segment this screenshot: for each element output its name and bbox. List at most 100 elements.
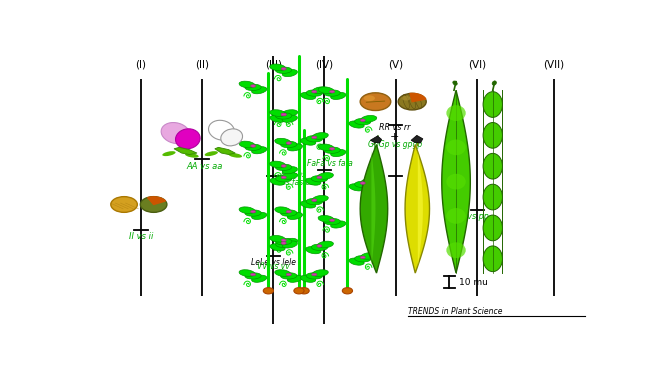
Ellipse shape bbox=[140, 197, 167, 212]
Ellipse shape bbox=[270, 244, 285, 251]
Polygon shape bbox=[360, 144, 388, 273]
Ellipse shape bbox=[361, 253, 377, 259]
Text: PP vs pp: PP vs pp bbox=[455, 213, 490, 221]
Text: vs fasfas: vs fasfas bbox=[281, 178, 315, 187]
Ellipse shape bbox=[270, 161, 286, 168]
Polygon shape bbox=[371, 150, 376, 267]
Ellipse shape bbox=[301, 92, 316, 99]
Ellipse shape bbox=[288, 212, 303, 220]
Text: FaFa vs fafa: FaFa vs fafa bbox=[307, 159, 353, 168]
Ellipse shape bbox=[282, 115, 297, 122]
Text: (IV): (IV) bbox=[315, 59, 334, 69]
Ellipse shape bbox=[483, 184, 503, 210]
Ellipse shape bbox=[221, 129, 243, 146]
Ellipse shape bbox=[313, 132, 328, 139]
Ellipse shape bbox=[282, 110, 297, 116]
Ellipse shape bbox=[276, 67, 292, 73]
Ellipse shape bbox=[306, 247, 321, 254]
Ellipse shape bbox=[312, 273, 317, 276]
Ellipse shape bbox=[281, 242, 286, 244]
Ellipse shape bbox=[251, 210, 255, 213]
Text: (VI): (VI) bbox=[468, 59, 486, 69]
Ellipse shape bbox=[281, 176, 286, 179]
Ellipse shape bbox=[245, 273, 261, 279]
Ellipse shape bbox=[282, 167, 297, 174]
Ellipse shape bbox=[349, 184, 365, 191]
Ellipse shape bbox=[239, 81, 255, 88]
Ellipse shape bbox=[330, 221, 346, 228]
Ellipse shape bbox=[270, 236, 286, 242]
Ellipse shape bbox=[301, 138, 316, 145]
Ellipse shape bbox=[306, 90, 322, 96]
Ellipse shape bbox=[324, 219, 340, 225]
Ellipse shape bbox=[318, 144, 334, 151]
Ellipse shape bbox=[281, 113, 286, 116]
Ellipse shape bbox=[270, 115, 285, 122]
Polygon shape bbox=[411, 135, 423, 143]
Ellipse shape bbox=[282, 238, 297, 245]
Ellipse shape bbox=[483, 122, 503, 148]
Polygon shape bbox=[410, 93, 426, 102]
Ellipse shape bbox=[280, 273, 297, 279]
Text: (VII): (VII) bbox=[544, 59, 565, 69]
Ellipse shape bbox=[275, 270, 291, 276]
Ellipse shape bbox=[294, 288, 304, 294]
Text: FasFas: FasFas bbox=[281, 170, 307, 179]
Ellipse shape bbox=[111, 197, 138, 212]
Ellipse shape bbox=[251, 273, 255, 276]
Ellipse shape bbox=[324, 147, 340, 153]
Ellipse shape bbox=[228, 153, 242, 158]
Ellipse shape bbox=[276, 113, 292, 119]
Ellipse shape bbox=[446, 139, 466, 155]
Ellipse shape bbox=[317, 244, 322, 247]
Ellipse shape bbox=[446, 105, 466, 121]
Ellipse shape bbox=[312, 136, 317, 139]
Ellipse shape bbox=[330, 150, 346, 157]
Ellipse shape bbox=[270, 178, 285, 185]
Ellipse shape bbox=[360, 93, 391, 111]
Ellipse shape bbox=[288, 275, 303, 282]
Ellipse shape bbox=[161, 122, 190, 144]
Ellipse shape bbox=[281, 68, 286, 70]
Ellipse shape bbox=[318, 87, 334, 93]
Ellipse shape bbox=[245, 210, 261, 216]
Ellipse shape bbox=[280, 210, 297, 216]
Polygon shape bbox=[418, 150, 423, 267]
Ellipse shape bbox=[276, 241, 292, 248]
Ellipse shape bbox=[349, 121, 365, 128]
Ellipse shape bbox=[360, 182, 365, 184]
Ellipse shape bbox=[342, 288, 353, 294]
Text: (II): (II) bbox=[195, 59, 209, 69]
Ellipse shape bbox=[280, 141, 297, 148]
Ellipse shape bbox=[398, 93, 426, 110]
Ellipse shape bbox=[251, 145, 255, 147]
Ellipse shape bbox=[251, 85, 255, 87]
Text: +: + bbox=[390, 132, 399, 142]
Ellipse shape bbox=[275, 138, 291, 145]
Polygon shape bbox=[442, 90, 470, 273]
Ellipse shape bbox=[286, 142, 291, 144]
Ellipse shape bbox=[361, 178, 377, 185]
Ellipse shape bbox=[286, 210, 291, 213]
Ellipse shape bbox=[446, 208, 466, 224]
Ellipse shape bbox=[275, 207, 291, 214]
Text: (V): (V) bbox=[388, 59, 403, 69]
Text: AA vs aa: AA vs aa bbox=[186, 162, 223, 171]
Ellipse shape bbox=[446, 242, 466, 258]
Ellipse shape bbox=[239, 141, 255, 148]
Ellipse shape bbox=[276, 113, 292, 119]
Ellipse shape bbox=[239, 270, 255, 276]
Ellipse shape bbox=[239, 207, 255, 214]
Ellipse shape bbox=[282, 69, 297, 77]
Ellipse shape bbox=[176, 129, 200, 149]
Polygon shape bbox=[215, 147, 236, 154]
Ellipse shape bbox=[483, 92, 503, 117]
Text: VV vs vv: VV vs vv bbox=[257, 262, 290, 271]
Ellipse shape bbox=[483, 246, 503, 272]
Text: GpGp vs gpgp: GpGp vs gpgp bbox=[368, 140, 422, 149]
Ellipse shape bbox=[401, 96, 411, 101]
Ellipse shape bbox=[349, 258, 365, 265]
Ellipse shape bbox=[483, 153, 503, 179]
Ellipse shape bbox=[185, 153, 199, 158]
Ellipse shape bbox=[355, 181, 371, 188]
